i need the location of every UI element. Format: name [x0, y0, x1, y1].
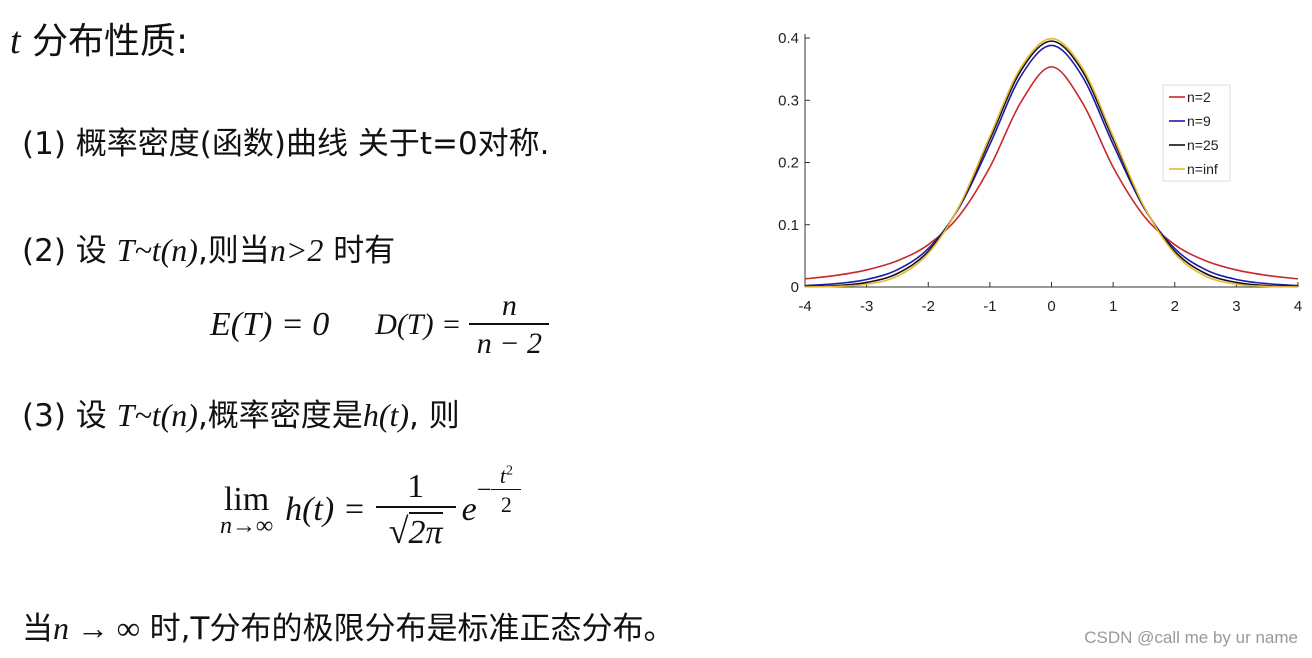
math: E(T) = 0: [210, 306, 330, 343]
math: n>2: [269, 232, 324, 268]
title: t 分布性质:: [10, 12, 188, 64]
y-tick-label: 0.1: [778, 217, 799, 234]
text: 时有: [333, 233, 396, 269]
math: T~t(n): [116, 232, 198, 268]
text: 概率密度(函数)曲线 关于t=0对称.: [75, 126, 550, 162]
series-line: [804, 66, 1299, 280]
x-tick-label: 0: [1047, 298, 1055, 315]
watermark: CSDN @call me by ur name: [1084, 628, 1298, 647]
text: 设: [75, 398, 107, 434]
limit: lim n→∞: [220, 481, 273, 540]
legend-label: n=9: [1187, 113, 1211, 129]
formula-2: E(T) = 0 D(T) = n n − 2: [210, 280, 550, 370]
x-tick-label: 2: [1171, 298, 1179, 315]
math: T~t(n): [116, 397, 198, 433]
fraction: 1 √2π: [375, 468, 456, 552]
item-2: (2) 设 T~t(n),则当n>2 时有: [22, 225, 395, 270]
numerator: n: [501, 289, 517, 322]
text: ,则当: [197, 233, 270, 269]
lhs: h(t) =: [285, 491, 366, 528]
x-tick-label: -4: [798, 298, 811, 315]
text: 设: [75, 233, 107, 269]
x-tick-label: -1: [983, 298, 996, 315]
legend-label: n=25: [1187, 137, 1219, 153]
item-1: (1) 概率密度(函数)曲线 关于t=0对称.: [22, 118, 550, 163]
legend-label: n=2: [1187, 89, 1211, 105]
denominator: √2π: [375, 506, 456, 552]
text: ,概率密度是: [197, 398, 363, 434]
title-text: 分布性质:: [32, 21, 189, 62]
minus: −: [476, 475, 492, 504]
label: (1): [22, 126, 66, 162]
label: (3): [22, 398, 66, 434]
x-tick-label: 1: [1109, 298, 1117, 315]
series-line: [804, 40, 1299, 288]
base: e: [461, 491, 477, 528]
text: 当: [22, 611, 53, 647]
exponent: − t2 2: [477, 463, 522, 518]
y-tick-label: 0.3: [778, 92, 799, 109]
exp-fraction: t2 2: [491, 463, 522, 518]
legend-label: n=inf: [1187, 161, 1218, 177]
exp-power: 2: [505, 463, 513, 479]
text: 时,T分布的极限分布是标准正态分布。: [149, 611, 675, 647]
chart: 0 0.1 0.2 0.3 0.4 -4 -3 -2 -1 0 1 2 3 4 n=2 n=9 n=25 n=in…: [778, 30, 1302, 315]
sqrt-sign: √: [388, 511, 409, 551]
conclusion: 当n → ∞ 时,T分布的极限分布是标准正态分布。: [22, 603, 674, 648]
y-tick-label: 0.2: [778, 155, 799, 172]
numerator: 1: [407, 468, 425, 505]
formula-3: lim n→∞ h(t) = 1 √2π e − t2 2: [220, 455, 522, 565]
math-group: D(T) = n n − 2: [375, 289, 550, 361]
fraction: n n − 2: [469, 289, 550, 361]
series-line: [804, 44, 1299, 287]
sqrt-arg: 2π: [408, 512, 443, 551]
math: n → ∞: [53, 610, 140, 646]
y-tick-label: 0.4: [778, 30, 799, 47]
label: (2): [22, 233, 66, 269]
exp-var: t: [499, 462, 506, 488]
series-line: [804, 37, 1299, 288]
x-tick-label: -3: [860, 298, 873, 315]
math: h(t): [362, 397, 410, 433]
denominator: n − 2: [469, 323, 550, 361]
legend-box: [1162, 84, 1231, 182]
x-tick-label: -2: [922, 298, 935, 315]
x-tick-label: 3: [1232, 298, 1240, 315]
math: D(T) =: [375, 308, 462, 341]
title-var: t: [10, 20, 21, 62]
exp-numerator: t2: [491, 463, 521, 489]
y-tick-label: 0: [791, 279, 799, 296]
x-tick-label: 4: [1294, 298, 1302, 315]
legend: n=2 n=9 n=25 n=inf: [1162, 84, 1231, 182]
lim: lim: [223, 480, 270, 518]
text: , 则: [409, 398, 460, 434]
lim-sub: n→∞: [220, 512, 274, 539]
exp-denominator: 2: [491, 488, 522, 518]
item-3: (3) 设 T~t(n),概率密度是h(t), 则: [22, 390, 460, 435]
